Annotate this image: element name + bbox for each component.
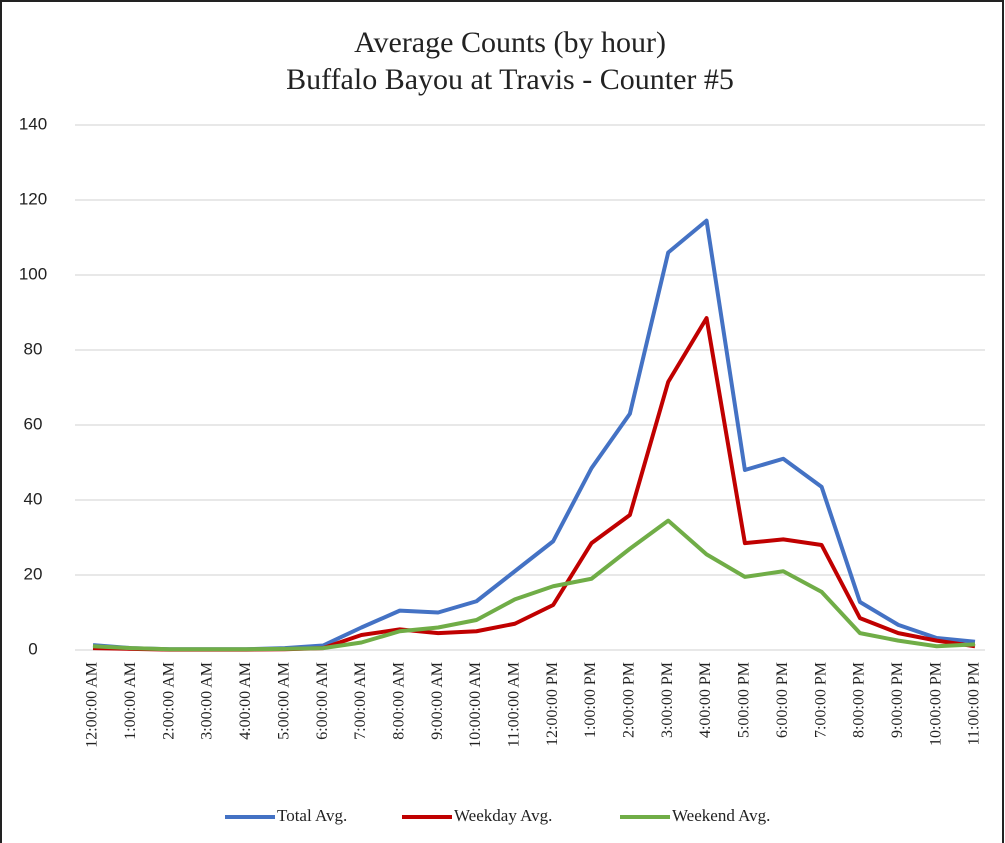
x-tick-label: 5:00:00 PM: [736, 662, 753, 738]
x-tick-label: 6:00:00 PM: [774, 662, 791, 738]
x-tick-label: 9:00:00 PM: [889, 662, 906, 738]
x-tick-label: 2:00:00 PM: [621, 662, 638, 738]
legend-label: Weekend Avg.: [672, 806, 770, 825]
x-tick-label: 2:00:00 AM: [160, 662, 177, 740]
y-tick-label: 140: [19, 114, 47, 133]
chart-title: Average Counts (by hour): [354, 26, 666, 59]
y-tick-label: 0: [28, 639, 37, 658]
x-tick-label: 3:00:00 PM: [659, 662, 676, 738]
x-tick-label: 8:00:00 PM: [851, 662, 868, 738]
x-tick-label: 3:00:00 AM: [199, 662, 216, 740]
y-tick-label: 40: [24, 489, 43, 508]
x-tick-label: 4:00:00 AM: [237, 662, 254, 740]
legend-label: Total Avg.: [277, 806, 347, 825]
y-tick-label: 100: [19, 264, 47, 283]
x-tick-label: 10:00:00 AM: [467, 662, 484, 748]
x-tick-label: 12:00:00 AM: [84, 662, 101, 748]
x-tick-label: 7:00:00 AM: [352, 662, 369, 740]
x-tick-label: 5:00:00 AM: [275, 662, 292, 740]
series-line: [92, 518, 976, 652]
x-tick-label: 1:00:00 PM: [582, 662, 599, 738]
x-tick-label: 1:00:00 AM: [122, 662, 139, 740]
x-tick-label: 7:00:00 PM: [812, 662, 829, 738]
x-tick-label: 9:00:00 AM: [429, 662, 446, 740]
y-tick-label: 80: [24, 339, 43, 358]
y-tick-label: 120: [19, 189, 47, 208]
x-tick-label: 11:00:00 AM: [505, 662, 522, 747]
x-tick-label: 4:00:00 PM: [697, 662, 714, 738]
x-tick-label: 8:00:00 AM: [390, 662, 407, 740]
chart-subtitle: Buffalo Bayou at Travis - Counter #5: [286, 63, 734, 96]
y-tick-label: 20: [24, 564, 43, 583]
y-tick-label: 60: [24, 414, 43, 433]
legend-label: Weekday Avg.: [454, 806, 552, 825]
x-tick-label: 10:00:00 PM: [927, 662, 944, 746]
x-tick-label: 11:00:00 PM: [966, 662, 983, 745]
x-tick-label: 6:00:00 AM: [314, 662, 331, 740]
x-tick-label: 12:00:00 PM: [544, 662, 561, 746]
